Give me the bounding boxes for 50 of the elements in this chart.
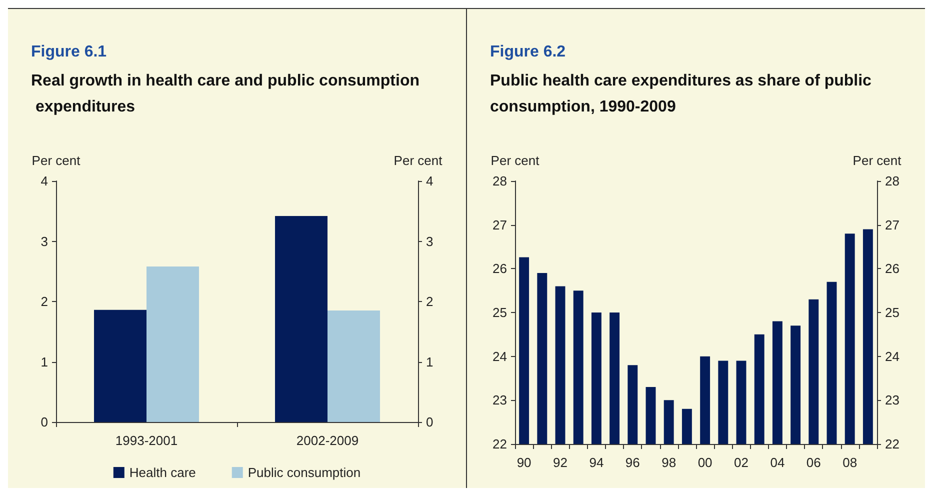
bar [94,310,146,422]
y-tick-label: 1 [40,354,48,370]
x-tick-label: 02 [734,455,748,470]
y2-tick-label: 2 [426,294,434,309]
y2-tick-label: 23 [885,392,900,408]
y2-tick-label: 1 [426,354,434,370]
y-tick-label: 2 [40,294,48,309]
y2-tick-label: 26 [885,261,900,276]
y-tick-label: 0 [40,414,48,430]
x-tick-label: 1993-2001 [115,433,178,448]
y-axis-title: Per cent [32,153,81,168]
y2-tick-label: 28 [885,174,900,188]
y-tick-label: 26 [492,261,507,276]
y2-tick-label: 0 [426,414,434,430]
y2-tick-label: 22 [885,436,900,452]
y-tick-label: 4 [40,174,48,188]
y-tick-label: 22 [492,436,507,452]
chart-title: Figure 6.1 [31,44,107,60]
x-tick-label: 96 [625,455,640,470]
y-tick-label: 24 [492,348,507,364]
bar [146,266,199,422]
y2-axis-title: Per cent [852,153,902,168]
chart-title: Figure 6.2 [490,44,566,60]
legend-label: Public consumption [248,465,361,480]
y-tick-label: 25 [492,305,507,320]
y2-tick-label: 25 [885,305,900,320]
x-tick-label: 92 [553,455,568,470]
x-tick-label: 04 [770,455,785,470]
y2-tick-label: 3 [426,234,434,249]
x-tick-label: 2002-2009 [296,433,359,448]
x-tick-label: 90 [516,455,532,470]
y-tick-label: 27 [492,217,507,232]
bar [328,310,380,422]
legend-label: Health care [129,465,196,480]
chart-subtitle: Public health care expenditures as share of public consumption, 1990-2009 [490,72,876,116]
y-axis-title: Per cent [490,153,540,168]
y2-tick-label: 24 [885,348,900,364]
x-tick-label: 00 [698,455,712,470]
y-tick-label: 28 [492,174,507,188]
y-tick-label: 23 [492,392,507,408]
x-tick-label: 94 [589,455,604,470]
bar [275,216,328,422]
x-tick-label: 98 [662,455,676,470]
y2-tick-label: 4 [426,174,434,188]
y2-tick-label: 27 [885,217,900,232]
y2-axis-title: Per cent [394,153,443,168]
x-tick-label: 06 [806,455,821,470]
y-tick-label: 3 [40,234,48,249]
x-tick-label: 08 [842,455,858,470]
chart-subtitle: Real growth in health care and public consumption expenditures [31,72,420,116]
